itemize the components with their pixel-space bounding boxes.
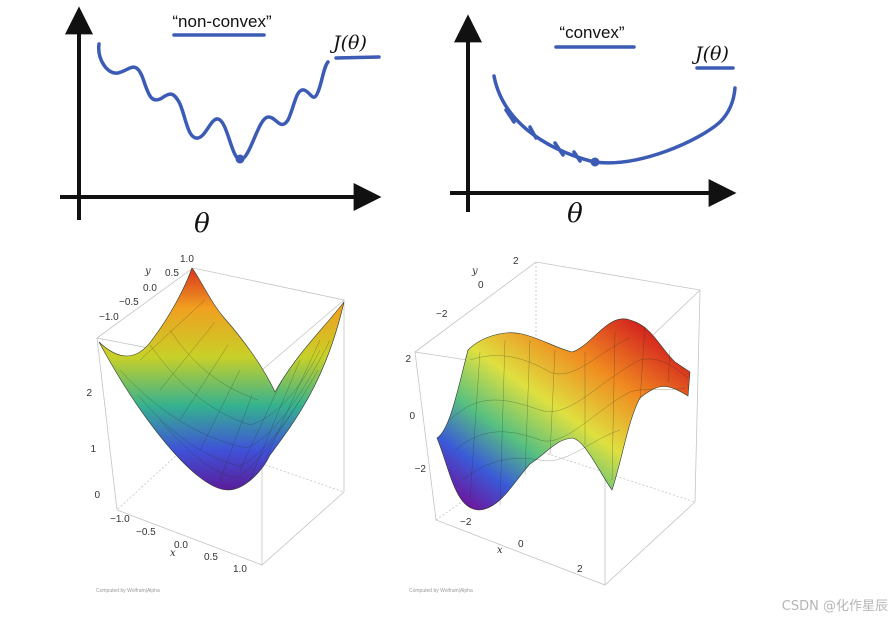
left-y-label: y	[144, 266, 151, 277]
right-credit: Computed by Wolfram|Alpha	[409, 588, 473, 594]
convex-xlabel: θ	[567, 199, 583, 229]
left-surface-mesh	[119, 299, 331, 481]
left-y-tick: 1.0	[180, 254, 194, 265]
left-x-tick: 0.0	[174, 540, 188, 551]
right-x-tick: −2	[460, 517, 472, 528]
convex-curve	[492, 74, 737, 165]
convex-sketch: “convex” J(θ) θ	[450, 14, 737, 229]
convex-step-marks	[504, 108, 582, 163]
right-y-tick: −2	[436, 309, 448, 320]
right-surface-plot: 2 0 −2 y 2 0 −2 −2 0 2 x Computed by Wol…	[405, 256, 701, 594]
left-y-tick: 0.0	[143, 283, 157, 294]
convex-title: “convex”	[559, 23, 625, 42]
left-x-tick: 1.0	[233, 564, 247, 575]
nonconvex-min-dot	[235, 154, 245, 164]
right-surface	[436, 318, 691, 511]
left-x-tick: −0.5	[136, 527, 156, 538]
left-z-tick: 0	[94, 490, 100, 501]
left-y-tick: 0.5	[165, 268, 179, 279]
csdn-watermark: CSDN @化作星辰	[781, 599, 888, 614]
right-y-label: y	[471, 266, 478, 277]
nonconvex-curve	[97, 42, 330, 162]
nonconvex-xlabel: θ	[194, 209, 210, 239]
left-x-tick: 0.5	[204, 552, 218, 563]
left-x-tick: −1.0	[110, 514, 130, 525]
nonconvex-ylabel: J(θ)	[329, 32, 367, 54]
left-x-label: x	[170, 548, 176, 559]
nonconvex-sketch: “non-convex” J(θ) θ	[60, 6, 382, 239]
right-z-tick: 0	[409, 411, 415, 422]
right-x-tick: 0	[518, 539, 524, 550]
left-z-tick: 2	[86, 388, 92, 399]
right-y-tick: 2	[513, 256, 519, 267]
right-x-label: x	[497, 545, 503, 556]
left-surface	[98, 267, 345, 491]
left-surface-plot: 2 1 0 1.0 0.5 0.0 −0.5 −1.0 y −1.0 −0.5 …	[86, 254, 345, 594]
convex-ylabel: J(θ)	[691, 43, 729, 65]
nonconvex-ylabel-underline	[334, 55, 381, 60]
left-credit: Computed by Wolfram|Alpha	[96, 588, 160, 594]
nonconvex-title: “non-convex”	[172, 12, 272, 31]
right-x-tick: 2	[577, 564, 583, 575]
right-z-tick: 2	[405, 354, 411, 365]
left-y-tick: −1.0	[99, 312, 119, 323]
convex-min-dot	[590, 157, 600, 167]
right-surface-mesh	[449, 325, 689, 506]
left-y-tick: −0.5	[119, 297, 139, 308]
left-z-tick: 1	[90, 444, 96, 455]
right-z-tick: −2	[415, 464, 427, 475]
right-y-tick: 0	[478, 280, 484, 291]
